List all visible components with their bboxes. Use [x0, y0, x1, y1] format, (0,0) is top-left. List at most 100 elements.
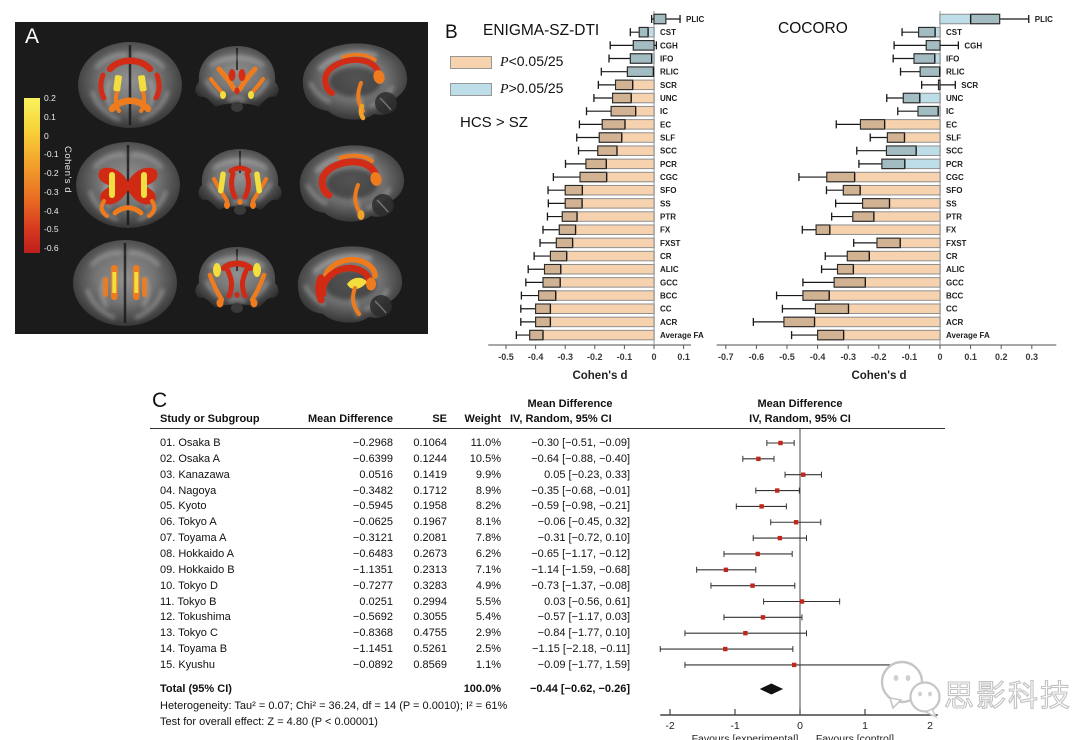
- standard-error: 0.2994: [413, 595, 447, 608]
- study-name: 08. Hokkaido A: [160, 547, 234, 560]
- ci-text: −0.09 [−1.77, 1.59]: [537, 658, 630, 671]
- study-name: 07. Toyama A: [160, 532, 227, 545]
- tract-label: PLIC: [1035, 15, 1053, 24]
- tract-row-sfo: SFO: [825, 184, 962, 196]
- tract-row-ss: SS: [547, 198, 671, 209]
- ci-box: [535, 303, 551, 315]
- mean-difference: −1.1451: [352, 643, 393, 656]
- ci-box: [852, 211, 875, 222]
- tract-row-gcc: GCC: [802, 277, 964, 288]
- tract-row-cc: CC: [520, 303, 672, 315]
- chart-title-enigma: ENIGMA-SZ-DTI: [483, 22, 600, 39]
- tract-row-plic: PLIC: [650, 13, 704, 25]
- tract-label: PCR: [946, 160, 963, 169]
- weight: 4.9%: [475, 579, 501, 592]
- ci-box: [543, 263, 562, 275]
- brain-slice-sagittal-3: [298, 246, 402, 322]
- legend-p-italic: P: [500, 82, 509, 97]
- tract-label: FX: [660, 226, 671, 235]
- ci-box: [653, 13, 667, 25]
- brain-slice-coronal-1: [195, 46, 278, 112]
- tract-label: PTR: [946, 213, 962, 222]
- standard-error: 0.3283: [413, 579, 447, 592]
- cohens-d-colorbar: [24, 98, 40, 253]
- tract-row-ss: SS: [835, 198, 957, 209]
- tract-row-scr: SCR: [920, 79, 978, 91]
- x-tick-label: 2: [927, 720, 933, 732]
- ci-box: [913, 53, 936, 64]
- ci-text: −0.59 [−0.98, −0.21]: [531, 500, 630, 513]
- tract-row-gcc: GCC: [525, 277, 678, 288]
- x-tick-label: 0.1: [677, 352, 690, 362]
- favours-left-label: Favours [experimental]: [692, 733, 799, 740]
- mean-marker: [759, 504, 764, 509]
- weight: 7.8%: [475, 532, 501, 545]
- effect-bar: [535, 316, 655, 328]
- colorbar-tick: -0.5: [44, 224, 59, 235]
- tract-label: UNC: [660, 94, 678, 103]
- brain-slice-coronal-2: [198, 149, 281, 215]
- forest-row: [735, 503, 787, 510]
- standard-error: 0.3055: [413, 611, 447, 624]
- tract-label: PLIC: [686, 15, 704, 24]
- forest-plot-svg: -2 -1 0 1 2 Favours [experimental] Favours [co…: [659, 428, 938, 740]
- forest-row: [770, 519, 822, 526]
- wechat-logo-icon: [880, 660, 941, 719]
- mean-marker: [756, 456, 761, 462]
- tract-row-ifo: IFO: [892, 53, 959, 64]
- chart-title-cocoro: COCORO: [778, 20, 848, 37]
- standard-error: 0.8569: [413, 658, 447, 671]
- x-tick-label: -0.6: [749, 352, 765, 362]
- x-tick-label: -0.1: [617, 352, 633, 362]
- ci-box: [638, 26, 649, 38]
- study-name: 11. Tokyo B: [160, 595, 217, 608]
- ci-box: [626, 66, 654, 77]
- total-label: Total (95% CI): [160, 683, 232, 695]
- tract-row-rlic: RLIC: [899, 66, 965, 77]
- tract-row-fxst: FXST: [539, 237, 681, 249]
- tract-row-unc: UNC: [593, 92, 678, 104]
- ci-box: [918, 26, 936, 38]
- tract-row-pcr: PCR: [564, 158, 677, 170]
- ci-box: [598, 132, 623, 143]
- tract-label: CR: [946, 252, 958, 261]
- x-tick-label: -1: [730, 720, 739, 732]
- ci-box: [881, 158, 906, 170]
- mean-difference: 0.0516: [359, 468, 393, 481]
- legend-label-nonsignificant: P>0.05/25: [500, 80, 563, 98]
- forest-row: [723, 614, 803, 621]
- ci-text: −0.35 [−0.68, −0.01]: [531, 484, 630, 497]
- ci-box: [917, 105, 939, 117]
- study-name: 09. Hokkaido B: [160, 563, 235, 576]
- ci-box: [885, 145, 917, 156]
- mean-difference: −0.2968: [352, 437, 393, 449]
- watermark: 思影科技: [872, 652, 1077, 734]
- weight: 8.1%: [475, 516, 501, 529]
- ci-box: [902, 92, 921, 104]
- brain-slice-sagittal-2: [300, 145, 404, 221]
- study-name: 14. Toyama B: [160, 643, 228, 656]
- ci-box: [814, 303, 850, 315]
- watermark-text: 思影科技: [944, 680, 1072, 713]
- tract-label: SS: [660, 199, 671, 208]
- colorbar-title: Cohen's d: [62, 146, 73, 193]
- tract-row-pcr: PCR: [858, 158, 963, 170]
- mean-difference: −0.6483: [352, 547, 393, 560]
- tract-label: PTR: [660, 213, 676, 222]
- tract-label: IC: [946, 107, 954, 116]
- x-axis-title: Cohen's d: [572, 370, 627, 382]
- forest-row: [755, 487, 800, 494]
- tract-label: SCR: [961, 81, 978, 90]
- x-tick-label: 1: [862, 720, 868, 732]
- x-tick-label: 0: [797, 720, 803, 732]
- tract-label: FX: [946, 226, 957, 235]
- ci-box: [859, 119, 886, 130]
- legend-threshold: <0.05/25: [508, 53, 564, 69]
- colorbar-tick: 0.2: [44, 93, 56, 103]
- tract-row-ec: EC: [835, 119, 957, 130]
- weight: 9.9%: [475, 468, 501, 481]
- mean-marker: [778, 440, 783, 446]
- tract-row-cgh: CGH: [893, 40, 982, 51]
- tract-row-plic: PLIC: [939, 13, 1053, 25]
- x-tick-label: -0.2: [587, 352, 603, 362]
